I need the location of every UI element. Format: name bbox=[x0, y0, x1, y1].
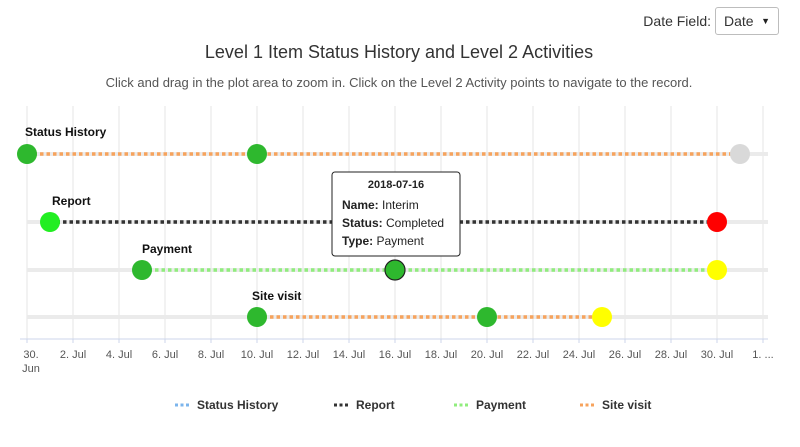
legend-item[interactable]: Site visit bbox=[580, 398, 651, 412]
x-tick-label: 10. Jul bbox=[241, 349, 273, 361]
x-tick-label: 30. Jul bbox=[701, 349, 733, 361]
tooltip-box bbox=[331, 171, 461, 257]
legend-label: Site visit bbox=[602, 398, 651, 412]
legend-item[interactable]: Report bbox=[334, 398, 395, 412]
x-tick-label: 26. Jul bbox=[609, 349, 641, 361]
chart-subtitle: Click and drag in the plot area to zoom … bbox=[106, 75, 693, 90]
x-tick-label: 30. Jun bbox=[22, 349, 40, 375]
series-points[interactable] bbox=[17, 144, 750, 327]
x-tick-label: 20. Jul bbox=[471, 349, 503, 361]
x-tick-label: 2. Jul bbox=[60, 349, 86, 361]
x-tick-label: 24. Jul bbox=[563, 349, 595, 361]
series-labels: Status History Report Payment Site visit bbox=[25, 125, 301, 303]
series-label: Site visit bbox=[252, 289, 301, 303]
data-point[interactable] bbox=[132, 260, 152, 280]
x-axis: 30. Jun 2. Jul 4. Jul 6. Jul 8. Jul 10. Jul 12.… bbox=[20, 338, 774, 375]
tooltip: 2018-07-16 Name: Interim Status: Completed… bbox=[331, 171, 461, 257]
date-field-label: Date Field: bbox=[643, 13, 711, 29]
x-tick-label: 18. Jul bbox=[425, 349, 457, 361]
data-point[interactable] bbox=[40, 212, 60, 232]
x-tick-label: 14. Jul bbox=[333, 349, 365, 361]
caret-down-icon: ▼ bbox=[761, 16, 770, 26]
tooltip-line: Name: Interim bbox=[342, 198, 419, 212]
legend-item[interactable]: Payment bbox=[454, 398, 526, 412]
x-tick-label: 16. Jul bbox=[379, 349, 411, 361]
series-label: Report bbox=[52, 194, 91, 208]
data-point[interactable] bbox=[592, 307, 612, 327]
series-label: Payment bbox=[142, 242, 192, 256]
legend-label: Payment bbox=[476, 398, 526, 412]
x-tick-label: 4. Jul bbox=[106, 349, 132, 361]
legend[interactable]: Status History Report Payment Site visit bbox=[175, 398, 651, 412]
data-point[interactable] bbox=[247, 144, 267, 164]
x-tick-label: 1. ... bbox=[752, 349, 773, 361]
series-label: Status History bbox=[25, 125, 107, 139]
tooltip-line: Type: Payment bbox=[342, 234, 424, 248]
tooltip-line: Status: Completed bbox=[342, 216, 444, 230]
x-tick-label: 12. Jul bbox=[287, 349, 319, 361]
data-point[interactable] bbox=[247, 307, 267, 327]
tooltip-date: 2018-07-16 bbox=[368, 179, 424, 191]
data-point[interactable] bbox=[477, 307, 497, 327]
data-point[interactable] bbox=[707, 212, 727, 232]
x-tick-label: 6. Jul bbox=[152, 349, 178, 361]
legend-label: Status History bbox=[197, 398, 279, 412]
legend-item[interactable]: Status History bbox=[175, 398, 279, 412]
x-tick-label: 22. Jul bbox=[517, 349, 549, 361]
date-field-select[interactable]: Date ▼ bbox=[715, 7, 779, 35]
date-field-value: Date bbox=[724, 13, 754, 29]
legend-label: Report bbox=[356, 398, 395, 412]
x-tick-label: 28. Jul bbox=[655, 349, 687, 361]
x-tick-label: 8. Jul bbox=[198, 349, 224, 361]
chart-title: Level 1 Item Status History and Level 2 … bbox=[205, 42, 593, 62]
data-point[interactable] bbox=[384, 259, 406, 281]
date-field-control: Date Field: Date ▼ bbox=[643, 7, 779, 35]
data-point[interactable] bbox=[730, 144, 750, 164]
data-point[interactable] bbox=[707, 260, 727, 280]
data-point[interactable] bbox=[17, 144, 37, 164]
